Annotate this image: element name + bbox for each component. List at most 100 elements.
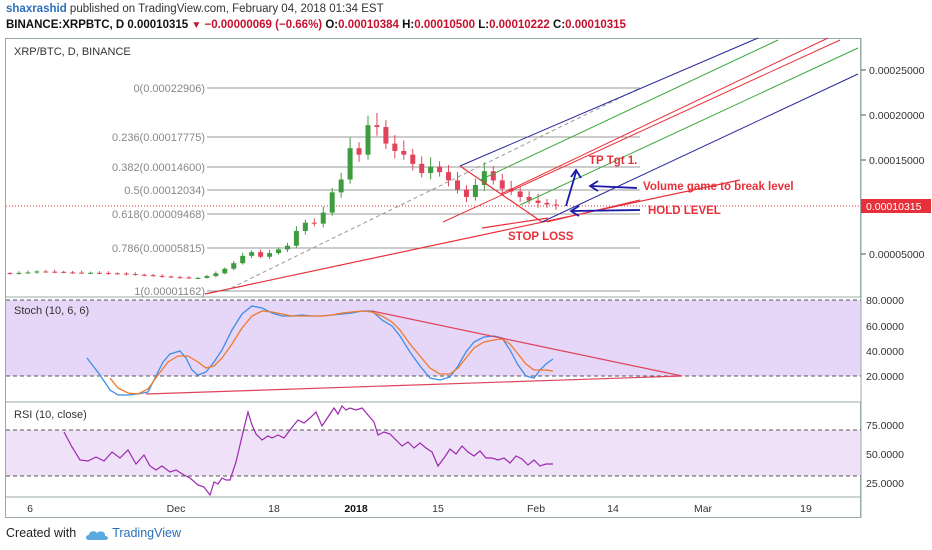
candle[interactable] [150,275,156,277]
candle[interactable] [410,154,416,164]
time-axis[interactable]: 6 Dec 18 2018 15 Feb 14 Mar 19 [27,503,812,515]
candle[interactable] [401,150,407,155]
candle[interactable] [52,271,58,273]
candle[interactable] [365,125,371,155]
stoch-support-trendline[interactable] [145,375,683,395]
candle[interactable] [508,188,514,192]
author-name[interactable]: shaxrashid [6,3,67,15]
candle[interactable] [213,273,219,277]
candle[interactable] [79,272,85,274]
support-trendline[interactable] [204,179,741,295]
fibonacci-retracement[interactable]: 0(0.00022906) 0.236(0.00017775) 0.382(0.… [112,83,640,298]
candle[interactable] [141,274,147,276]
candle[interactable] [329,192,335,213]
rsi-tick-label: 50.0000 [866,449,904,461]
candle[interactable] [240,255,246,264]
candle[interactable] [535,200,541,203]
stop-loss-line[interactable] [481,217,549,229]
candle[interactable] [472,185,478,197]
tradingview-logo-icon[interactable] [84,528,110,542]
candle[interactable] [258,252,264,257]
hold-level-label[interactable]: HOLD LEVEL [648,205,721,217]
time-label: 6 [27,503,33,515]
candle[interactable] [428,166,434,174]
candle[interactable] [43,271,49,273]
candle[interactable] [446,172,452,181]
candle[interactable] [204,276,210,278]
rsi-band [6,430,861,476]
candle[interactable] [34,271,40,273]
candle[interactable] [61,271,67,273]
candle[interactable] [284,245,290,250]
candle[interactable] [302,222,308,231]
pitchfork-green-2[interactable] [519,47,859,206]
pitchfork-green-1[interactable] [479,39,779,181]
candle[interactable] [25,272,31,274]
candle[interactable] [544,202,550,205]
created-with-label: Created with [6,526,77,540]
candle[interactable] [97,272,102,274]
tradingview-link[interactable]: TradingView [112,526,181,540]
candle[interactable] [320,212,326,224]
candle[interactable] [249,252,255,256]
candle[interactable] [70,272,76,274]
candle[interactable] [419,163,425,174]
candle[interactable] [517,191,523,197]
candle[interactable] [7,273,13,275]
candle[interactable] [499,180,505,189]
candle[interactable] [553,204,559,206]
candle[interactable] [311,222,317,224]
stop-loss-label[interactable]: STOP LOSS [508,231,574,243]
publish-info: published on TradingView.com, February 0… [66,3,384,15]
price-axis[interactable]: 0.00025000 0.00020000 0.00015000 0.00005… [861,65,931,261]
candle[interactable] [276,249,281,254]
open-label: O: [325,19,339,31]
candle[interactable] [16,272,22,274]
pitchfork-lower[interactable] [541,73,859,223]
rsi-line[interactable] [63,404,553,497]
time-label: Mar [694,503,713,515]
price-change: −0.00000069 (−0.66%) [204,19,323,31]
candle[interactable] [526,196,532,201]
candle[interactable] [195,277,201,279]
stoch-d-line[interactable] [109,310,554,395]
candle[interactable] [222,268,228,274]
candle[interactable] [186,277,192,279]
main-pane-title: XRP/BTC, D, BINANCE [14,46,131,58]
candle[interactable] [437,166,443,173]
candle[interactable] [88,272,94,274]
price-tick-label: 0.00015000 [869,155,925,167]
candle[interactable] [392,143,398,151]
candle[interactable] [293,231,299,246]
candle[interactable] [168,276,174,278]
candle[interactable] [455,180,460,190]
pitchfork-median[interactable] [500,37,829,195]
candle[interactable] [267,253,273,257]
candle[interactable] [123,273,129,275]
annotation-arrows[interactable] [565,168,641,217]
candle[interactable] [159,275,165,277]
tp-arrow-icon [565,171,577,207]
candle[interactable] [177,277,183,279]
candle[interactable] [374,125,380,128]
candle[interactable] [347,148,353,180]
candlestick-series[interactable] [7,112,559,280]
candle[interactable] [383,127,389,144]
stoch-tick-label: 20.0000 [866,371,904,383]
candle[interactable] [463,189,469,197]
stoch-resistance-trendline[interactable] [371,310,683,377]
candle[interactable] [338,179,344,193]
volume-arrowhead-icon [588,180,599,192]
candle[interactable] [490,171,496,181]
candle[interactable] [356,148,362,155]
candle[interactable] [105,273,111,275]
pitchfork-upper[interactable] [459,37,759,167]
candle[interactable] [231,263,237,269]
candle[interactable] [114,273,120,275]
candle[interactable] [132,274,138,276]
volume-game-label[interactable]: Volume game to break level [643,181,794,193]
drawings[interactable] [204,37,859,295]
symbol-label: BINANCE:XRPBTC, D [6,19,125,31]
tp-target-label[interactable]: TP Tgt 1. [589,155,637,167]
